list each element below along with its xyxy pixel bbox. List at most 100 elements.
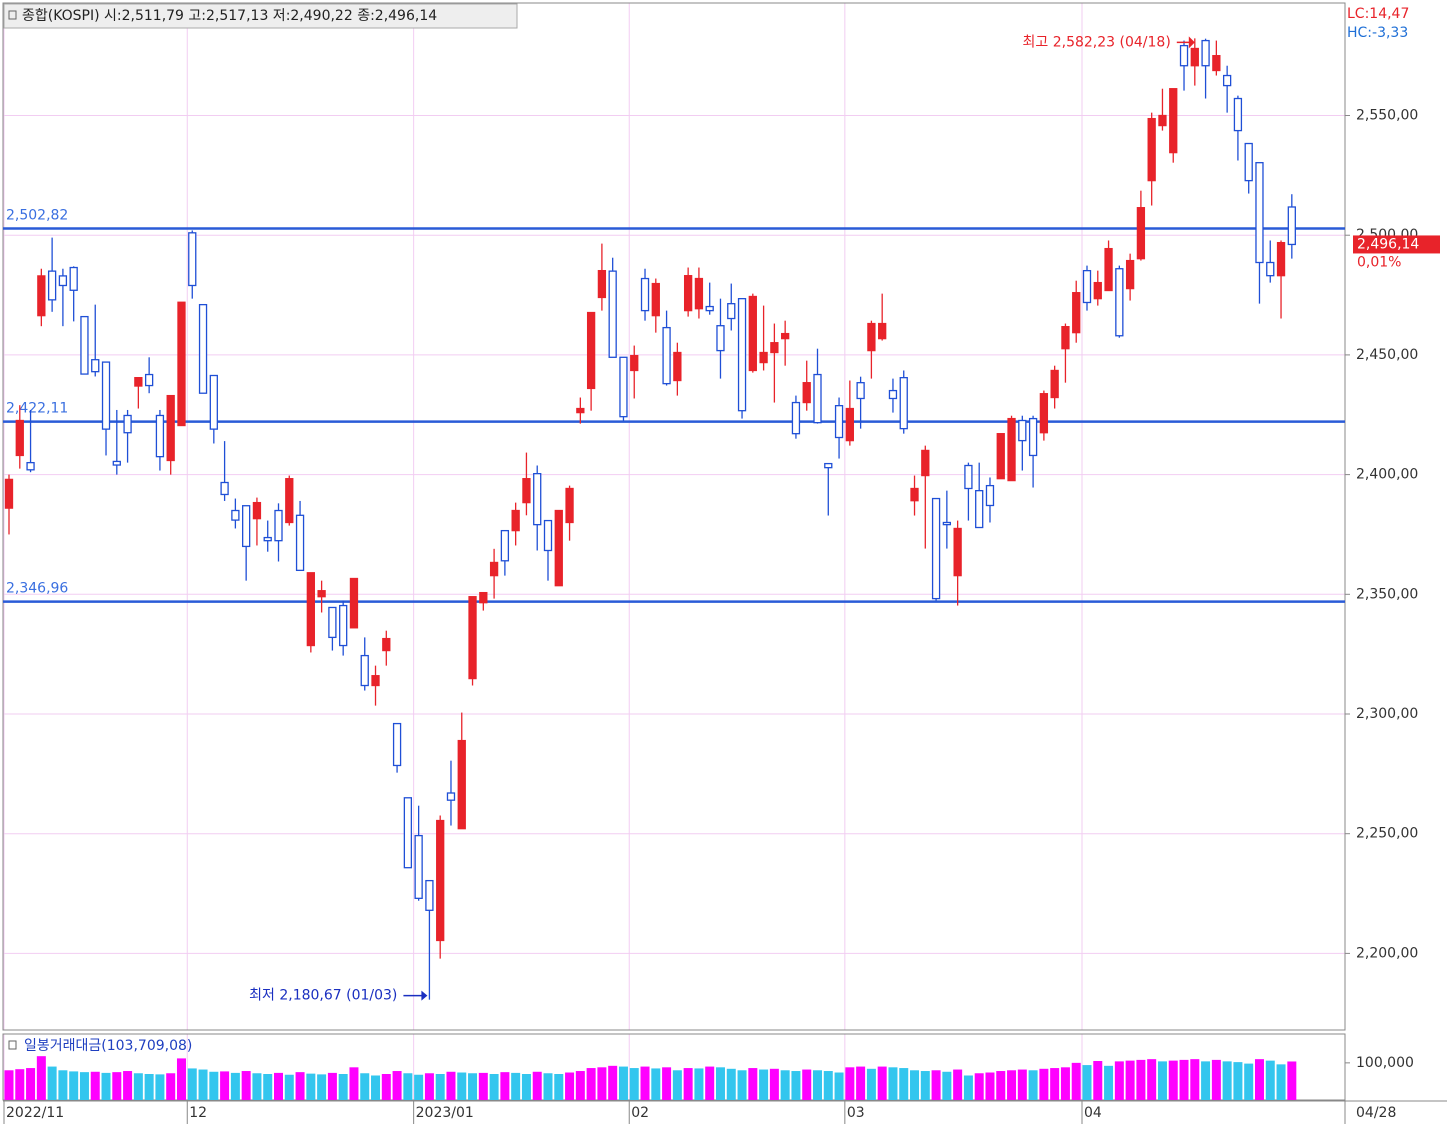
candle-body [1007,417,1016,482]
volume-bar [888,1067,898,1100]
volume-bar [856,1066,866,1100]
volume-bar [866,1068,876,1100]
volume-bar [1179,1059,1189,1100]
candle-body [867,322,876,352]
candle-body [80,315,89,375]
volume-bar [996,1071,1006,1100]
candle-body [274,509,283,542]
y-tick-label: 2,350,00 [1356,586,1418,602]
volume-bar [338,1074,348,1100]
volume-bar [920,1071,930,1100]
volume-bar [1233,1062,1243,1100]
volume-bar [26,1068,36,1100]
last-price-label: 2,496,14 [1357,236,1419,252]
volume-bar [446,1071,456,1100]
title-box [3,3,518,29]
volume-bar [1104,1065,1114,1100]
volume-bar [1190,1059,1200,1100]
candle-body [640,277,650,312]
candle-body [1072,292,1081,334]
volume-bar [1028,1070,1038,1100]
candle-body [1158,114,1167,127]
volume-bar [845,1067,855,1100]
volume-bar [1201,1061,1211,1100]
candle-body [511,509,520,532]
candle-body [112,460,121,466]
hc-label: HC:-3,33 [1347,25,1408,41]
y-tick-label: 2,550,00 [1356,108,1418,124]
candle-body [651,282,660,317]
candle-body [446,792,456,801]
candle-body [899,377,908,430]
candle-body [1190,47,1199,67]
x-tick-label: 2023/01 [416,1105,474,1121]
volume-bar [791,1071,801,1100]
candle-body [295,514,305,572]
horizontal-line-label: 2,502,82 [6,207,68,223]
volume-bar [209,1071,219,1100]
volume-bar [69,1071,79,1100]
volume-bar [1287,1061,1297,1100]
candle-body [781,332,790,340]
volume-bar [1168,1060,1178,1100]
volume-bar [1060,1067,1070,1100]
candle-body [500,529,510,562]
candle-body [1233,97,1243,132]
last-price-tag [1353,235,1440,254]
candle-body [1222,74,1232,87]
volume-bar [726,1068,736,1100]
y-tick-label: 2,450,00 [1356,347,1418,363]
candle-body [58,275,68,287]
volume-bar [144,1074,154,1100]
candle-body [964,464,973,490]
volume-bar [974,1073,984,1100]
candle-body [360,654,369,687]
volume-bar [1050,1068,1060,1100]
volume-bar [112,1072,122,1100]
candle-body [209,374,218,430]
volume-bar [694,1068,704,1100]
candle-body [26,461,35,471]
volume-bar [715,1067,725,1100]
volume-bar [133,1073,143,1100]
volume-bar [360,1073,370,1100]
candle-body [479,591,488,604]
x-tick-label: 12 [189,1105,207,1121]
volume-bar [1114,1061,1124,1100]
candle-body [1136,207,1146,260]
volume-bar [1147,1059,1157,1100]
volume-bar [198,1069,208,1100]
volume-bar [36,1056,46,1100]
volume-bar [274,1072,283,1100]
candle-body [1061,326,1070,350]
volume-bar [414,1074,424,1100]
candle-body [1028,417,1038,457]
volume-bar [1082,1065,1092,1100]
volume-bar [79,1072,89,1100]
candle-body [608,270,617,358]
candle-body [673,351,682,382]
candle-body [144,373,154,387]
candle-body [231,509,240,521]
volume-bar [662,1067,672,1100]
candle-body [242,505,251,548]
candle-body [845,407,854,442]
candle-body [1244,142,1253,182]
volume-title: 일봉거래대금(103,709,08) [24,1038,192,1054]
candle-body [1276,241,1286,277]
volume-bar [877,1066,887,1100]
volume-bar [381,1074,391,1100]
candle-body [468,596,477,680]
candle-body [1169,88,1178,154]
volume-bar [823,1071,833,1100]
volume-bar [554,1074,564,1100]
volume-bar [629,1068,639,1100]
volume-bar [392,1071,402,1100]
price-panel [2,2,1346,1031]
y-tick-label: 2,300,00 [1356,706,1418,722]
candle-body [737,298,747,412]
volume-bar [511,1072,521,1100]
y-tick-label: 2,200,00 [1356,945,1418,961]
volume-bar [306,1073,316,1100]
